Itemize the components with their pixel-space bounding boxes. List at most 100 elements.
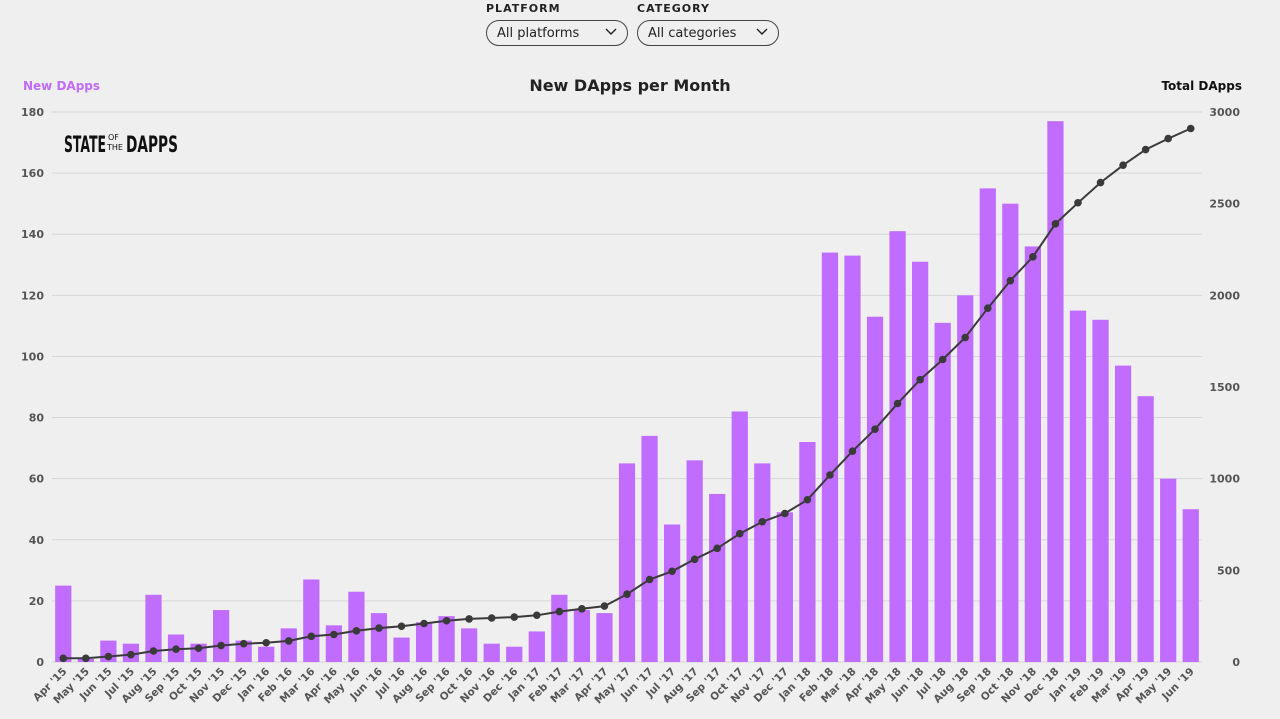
line-point[interactable] bbox=[1029, 253, 1037, 261]
logo-dapps: DAPPS bbox=[126, 133, 178, 158]
bar[interactable] bbox=[1092, 319, 1109, 662]
line-point[interactable] bbox=[172, 645, 180, 653]
line-point[interactable] bbox=[690, 555, 699, 564]
category-select[interactable]: All categories bbox=[637, 20, 779, 46]
bar[interactable] bbox=[370, 613, 388, 662]
line-point[interactable] bbox=[284, 637, 293, 645]
line-point[interactable] bbox=[149, 647, 158, 655]
line-point[interactable] bbox=[352, 627, 361, 635]
line-point[interactable] bbox=[871, 425, 879, 433]
bar[interactable] bbox=[528, 631, 545, 662]
line-point[interactable] bbox=[104, 652, 113, 661]
bars bbox=[55, 121, 1199, 663]
line-point[interactable] bbox=[82, 654, 90, 663]
right-axis-ticks: 0 500 1000 1500 2000 2500 3000 bbox=[1209, 106, 1240, 669]
bar[interactable] bbox=[483, 643, 500, 662]
bar[interactable] bbox=[461, 628, 478, 662]
line-point[interactable] bbox=[533, 611, 541, 620]
bar[interactable] bbox=[821, 252, 839, 663]
bar[interactable] bbox=[934, 322, 951, 662]
line-point[interactable] bbox=[781, 509, 789, 518]
line-point[interactable] bbox=[307, 632, 316, 641]
line-point[interactable] bbox=[1074, 198, 1082, 207]
line-point[interactable] bbox=[668, 567, 676, 576]
line-point[interactable] bbox=[487, 614, 496, 622]
line-point[interactable] bbox=[578, 605, 586, 613]
bar[interactable] bbox=[641, 435, 658, 662]
bar[interactable] bbox=[551, 594, 568, 662]
bar[interactable] bbox=[280, 628, 297, 662]
line-point[interactable] bbox=[645, 575, 654, 584]
bar[interactable] bbox=[348, 591, 365, 662]
bar[interactable] bbox=[776, 512, 793, 662]
bar[interactable] bbox=[1137, 396, 1154, 662]
bar[interactable] bbox=[213, 610, 230, 662]
line-point[interactable] bbox=[1051, 220, 1060, 228]
bar[interactable] bbox=[663, 524, 681, 663]
bar[interactable] bbox=[438, 616, 455, 662]
line-point[interactable] bbox=[938, 355, 947, 364]
bar[interactable] bbox=[393, 637, 410, 662]
bar[interactable] bbox=[979, 188, 996, 662]
line-point[interactable] bbox=[194, 644, 203, 653]
line-point[interactable] bbox=[1164, 134, 1172, 143]
line-point[interactable] bbox=[848, 447, 857, 455]
bar[interactable] bbox=[1024, 246, 1041, 662]
line-point[interactable] bbox=[397, 622, 406, 631]
line-point[interactable] bbox=[1006, 276, 1015, 285]
line-point[interactable] bbox=[239, 639, 248, 648]
bar[interactable] bbox=[844, 255, 861, 662]
line-point[interactable] bbox=[826, 471, 834, 479]
bar[interactable] bbox=[1047, 121, 1064, 662]
line-point[interactable] bbox=[893, 399, 902, 408]
line-point[interactable] bbox=[217, 641, 225, 650]
line-point[interactable] bbox=[555, 607, 564, 616]
line-point[interactable] bbox=[127, 650, 135, 659]
bar[interactable] bbox=[912, 261, 929, 662]
bar[interactable] bbox=[235, 640, 252, 662]
bar[interactable] bbox=[596, 613, 613, 662]
line-point[interactable] bbox=[1186, 124, 1195, 133]
line-point[interactable] bbox=[262, 638, 271, 647]
line-point[interactable] bbox=[735, 529, 744, 538]
bar[interactable] bbox=[258, 646, 275, 662]
line-point[interactable] bbox=[623, 590, 631, 598]
bar[interactable] bbox=[1114, 365, 1132, 662]
bar[interactable] bbox=[754, 463, 771, 662]
line-point[interactable] bbox=[916, 375, 924, 384]
bar[interactable] bbox=[506, 646, 523, 662]
line-point[interactable] bbox=[758, 517, 767, 526]
line-point[interactable] bbox=[600, 602, 609, 610]
bar[interactable] bbox=[415, 622, 433, 662]
bar[interactable] bbox=[573, 610, 591, 662]
y2-tick-label: 2000 bbox=[1209, 289, 1240, 302]
line-point[interactable] bbox=[510, 613, 519, 621]
bar[interactable] bbox=[1002, 203, 1019, 662]
line-point[interactable] bbox=[59, 654, 68, 663]
line-point[interactable] bbox=[330, 630, 338, 639]
bar[interactable] bbox=[145, 594, 162, 662]
platform-select[interactable]: All platforms bbox=[486, 20, 628, 46]
line-point[interactable] bbox=[961, 333, 970, 342]
bar[interactable] bbox=[866, 316, 884, 662]
bar[interactable] bbox=[618, 463, 636, 662]
line-point[interactable] bbox=[465, 615, 473, 623]
line-point[interactable] bbox=[1096, 178, 1105, 187]
line-point[interactable] bbox=[713, 544, 721, 553]
line-point[interactable] bbox=[420, 619, 428, 628]
line-point[interactable] bbox=[803, 495, 812, 504]
line-point[interactable] bbox=[983, 304, 992, 312]
line-point[interactable] bbox=[1141, 145, 1150, 154]
bar[interactable] bbox=[1182, 509, 1199, 662]
bar[interactable] bbox=[1160, 478, 1177, 662]
bar[interactable] bbox=[799, 442, 816, 662]
bar[interactable] bbox=[957, 295, 974, 662]
bar[interactable] bbox=[55, 585, 72, 662]
bar[interactable] bbox=[303, 579, 320, 663]
bar[interactable] bbox=[1069, 310, 1087, 662]
line-point[interactable] bbox=[442, 616, 451, 625]
line-point[interactable] bbox=[375, 624, 383, 632]
line-point[interactable] bbox=[1119, 161, 1127, 169]
bar[interactable] bbox=[709, 493, 726, 662]
bar[interactable] bbox=[889, 231, 906, 662]
